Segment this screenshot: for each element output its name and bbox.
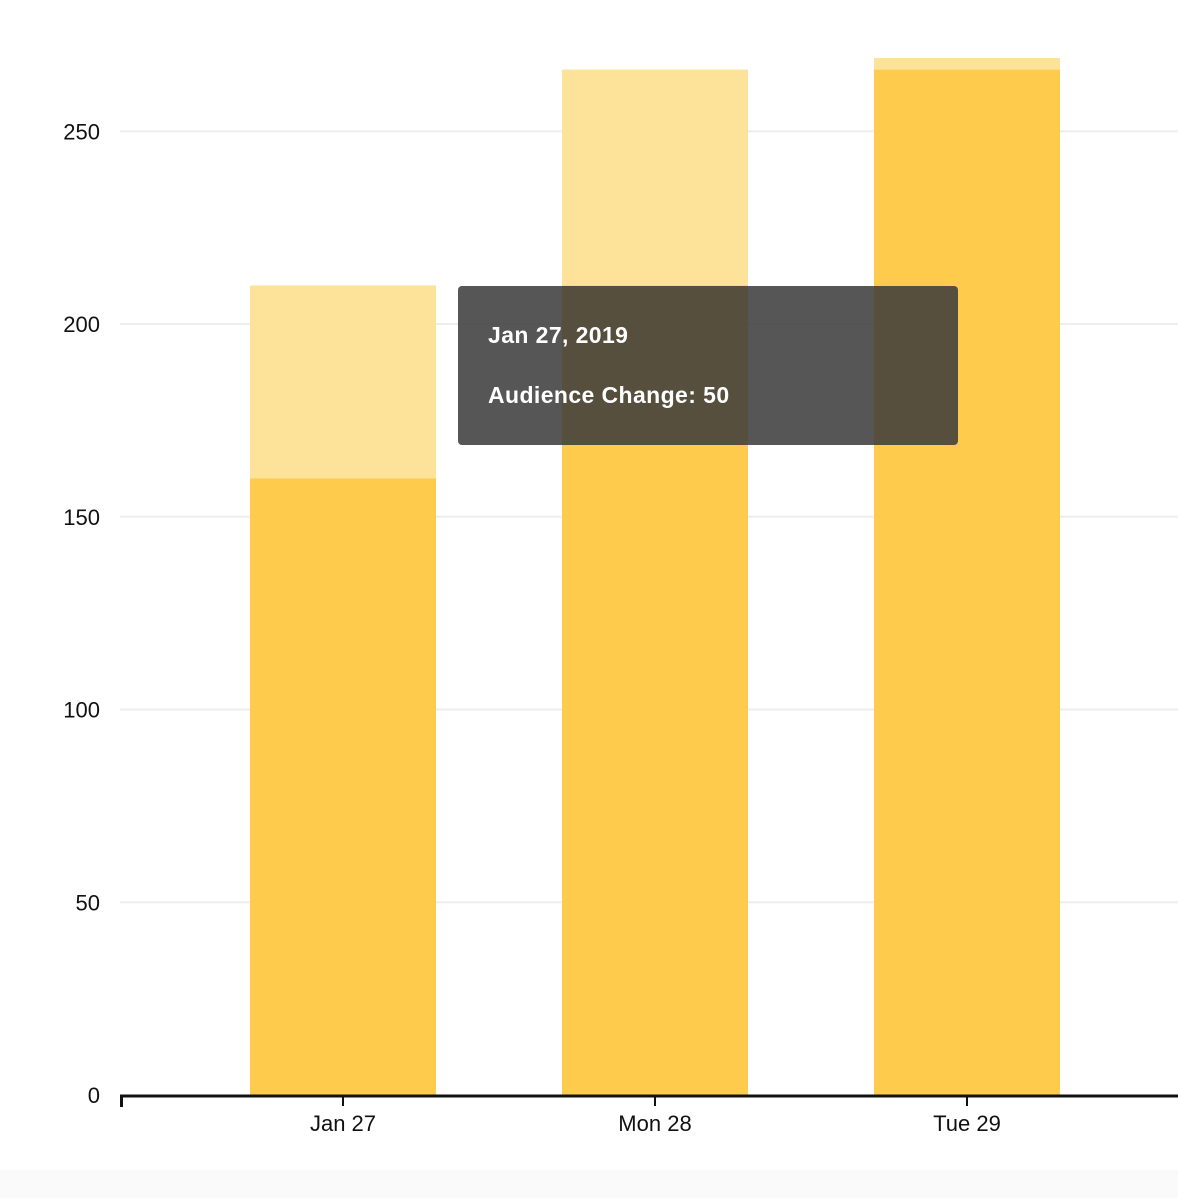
bottom-margin (0, 1170, 1178, 1198)
y-tick-label-200: 200 (63, 312, 100, 337)
tooltip-title: Jan 27, 2019 (488, 322, 629, 348)
tooltip-separator: : (688, 382, 704, 408)
tooltip-label: Audience Change (488, 382, 689, 408)
chart-tooltip: Jan 27, 2019 Audience Change: 50 (458, 286, 958, 445)
tooltip-body: Audience Change: 50 (488, 380, 928, 410)
y-tick-label-0: 0 (88, 1083, 100, 1108)
x-tick-label-0: Jan 27 (310, 1111, 376, 1136)
bar-2-series-0 (874, 69, 1060, 1096)
y-tick-label-50: 50 (76, 890, 100, 915)
y-tick-label-250: 250 (63, 119, 100, 144)
bar-2-series-1 (874, 58, 1060, 70)
bar-0-series-0 (250, 478, 436, 1095)
tooltip-value: 50 (703, 382, 730, 408)
x-tick-label-1: Mon 28 (618, 1111, 691, 1136)
bar-0-series-1 (250, 285, 436, 479)
y-tick-label-150: 150 (63, 505, 100, 530)
y-tick-label-100: 100 (63, 698, 100, 723)
x-tick-label-2: Tue 29 (933, 1111, 1001, 1136)
bar-1-series-1 (562, 69, 748, 286)
